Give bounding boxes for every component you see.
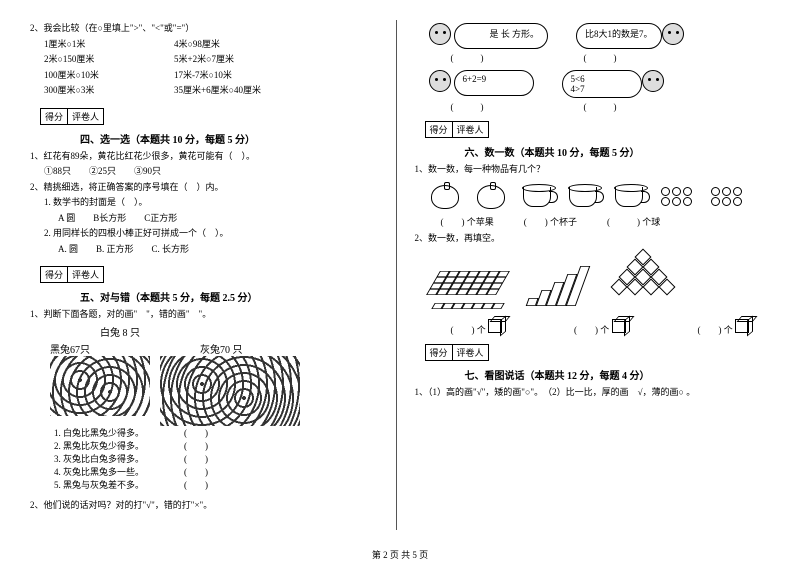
- page-footer: 第 2 页 共 5 页: [0, 548, 800, 561]
- s5-q2: 2、他们说的话对吗？对的打"√"，错的打"×"。: [30, 499, 386, 513]
- blk-blank: ( ) 个: [698, 325, 733, 335]
- grader-label: 评卷人: [453, 345, 488, 360]
- tf-blank: ( ): [184, 465, 208, 478]
- cmp: 4米○98厘米: [174, 38, 220, 52]
- s4-q2: 2、精挑细选，将正确答案的序号填在（ ）内。: [30, 181, 386, 195]
- black-rabbit-label: 黑兔67只: [50, 341, 150, 356]
- section-5-title: 五、对与错（本题共 5 分，每题 2.5 分）: [80, 289, 386, 304]
- face-icon: [642, 70, 664, 92]
- objects-row: [431, 185, 771, 209]
- cmp: 17米-7米○10米: [174, 69, 232, 83]
- cube-icon: [735, 319, 749, 333]
- s6-q1: 1、数一数，每一种物品有几个？: [415, 163, 771, 177]
- s5-q1: 1、判断下面各题，对的画" "，错的画" "。: [30, 308, 386, 322]
- score-box: 得分 评卷人: [425, 121, 489, 138]
- blk-blank: ( ) 个: [574, 325, 609, 335]
- tf-blank: ( ): [184, 426, 208, 439]
- score-label: 得分: [41, 267, 68, 282]
- cmp: 300厘米○3米: [44, 84, 174, 98]
- grey-rabbit-label: 灰兔70 只: [200, 341, 300, 356]
- block-stair-icon: [525, 266, 590, 306]
- section-4-title: 四、选一选（本题共 10 分，每题 5 分）: [80, 131, 386, 146]
- block-pyramid-icon: [613, 251, 673, 311]
- s4-q1-opts: ①88只 ②25只 ③90只: [44, 165, 386, 179]
- q2-title: 2、我会比较（在○里填上">"、"<"或"="）: [30, 22, 386, 36]
- grader-label: 评卷人: [453, 122, 488, 137]
- grader-label: 评卷人: [68, 109, 103, 124]
- score-label: 得分: [426, 122, 453, 137]
- section-6-title: 六、数一数（本题共 10 分，每题 5 分）: [465, 144, 771, 159]
- black-rabbits-icon: [50, 356, 150, 416]
- answer-blank: ( ): [584, 51, 617, 64]
- bubble-line: 5<6: [571, 74, 585, 84]
- tf-blank: ( ): [184, 478, 208, 491]
- blocks-row: [433, 251, 771, 311]
- cube-icon: [488, 319, 502, 333]
- s4-q1: 1、红花有89朵，黄花比红花少很多，黄花可能有（ ）。: [30, 150, 386, 164]
- bubble-line: 4>7: [571, 84, 585, 94]
- score-label: 得分: [426, 345, 453, 360]
- cmp: 100厘米○10米: [44, 69, 174, 83]
- score-box: 得分 评卷人: [40, 266, 104, 283]
- speech-bubble: 5<6 4>7: [562, 70, 642, 98]
- cmp: 35厘米+6厘米○40厘米: [174, 84, 261, 98]
- cup-icon: [615, 187, 643, 207]
- s4-q2b: 2. 用同样长的四根小棒正好可拼成一个（ ）。: [44, 227, 386, 241]
- cmp: 1厘米○1米: [44, 38, 174, 52]
- count-blank: ( ) 个球: [607, 215, 660, 228]
- count-blank: ( ) 个苹果: [441, 215, 494, 228]
- s4-q2b-opts: A. 圆 B. 正方形 C. 长方形: [58, 243, 386, 257]
- s7-q1: 1、（1）高的画"√"，矮的画"○"。 （2）比一比，厚的画 √，薄的画○ 。: [415, 386, 771, 400]
- score-box: 得分 评卷人: [425, 344, 489, 361]
- balls-icon: [711, 187, 743, 206]
- block-slab-icon: [433, 263, 503, 311]
- tf-item: 2. 黑兔比灰兔少得多。: [54, 439, 184, 452]
- bubble-row-1: 是 长 方形。 比8大1的数是7。: [429, 23, 771, 49]
- score-label: 得分: [41, 109, 68, 124]
- tf-blank: ( ): [184, 452, 208, 465]
- s4-q2a: 1. 数学书的封面是（ ）。: [44, 196, 386, 210]
- left-column: 2、我会比较（在○里填上">"、"<"或"="） 1厘米○1米4米○98厘米 2…: [30, 20, 397, 530]
- s6-q2: 2、数一数，再填空。: [415, 232, 771, 246]
- answer-blank: ( ): [584, 100, 617, 113]
- apple-icon: [477, 185, 505, 209]
- blk-blank: ( ) 个: [451, 325, 486, 335]
- answer-blank: ( ): [451, 51, 484, 64]
- tf-blank: ( ): [184, 439, 208, 452]
- apple-icon: [431, 185, 459, 209]
- tf-item: 1. 白兔比黑兔少得多。: [54, 426, 184, 439]
- tf-item: 3. 灰兔比白兔多得多。: [54, 452, 184, 465]
- white-rabbit-label: 白兔 8 只: [100, 324, 386, 339]
- count-blank: ( ) 个杯子: [524, 215, 577, 228]
- speech-bubble: 比8大1的数是7。: [576, 23, 662, 49]
- balls-icon: [661, 187, 693, 206]
- speech-bubble: 是 长 方形。: [454, 23, 549, 49]
- cube-icon: [612, 319, 626, 333]
- tf-item: 5. 黑兔与灰兔差不多。: [54, 478, 184, 491]
- answer-blank: ( ): [451, 100, 484, 113]
- grader-label: 评卷人: [68, 267, 103, 282]
- rabbit-illustration: 黑兔67只 灰兔70 只: [50, 341, 386, 426]
- right-column: 是 长 方形。 比8大1的数是7。 ( ) ( ) 6+2=9 5<6 4>7: [409, 20, 771, 530]
- score-box: 得分 评卷人: [40, 108, 104, 125]
- face-icon: [429, 23, 451, 45]
- cmp: 2米○150厘米: [44, 53, 174, 67]
- face-icon: [662, 23, 684, 45]
- grey-rabbits-icon: [160, 356, 300, 426]
- cup-icon: [523, 187, 551, 207]
- speech-bubble: 6+2=9: [454, 70, 534, 96]
- tf-item: 4. 灰兔比黑兔多一些。: [54, 465, 184, 478]
- cup-icon: [569, 187, 597, 207]
- bubble-row-2: 6+2=9 5<6 4>7: [429, 70, 771, 98]
- face-icon: [429, 70, 451, 92]
- s4-q2a-opts: A 圆 B长方形 C正方形: [58, 212, 386, 226]
- section-7-title: 七、看图说话（本题共 12 分，每题 4 分）: [465, 367, 771, 382]
- cmp: 5米+2米○7厘米: [174, 53, 234, 67]
